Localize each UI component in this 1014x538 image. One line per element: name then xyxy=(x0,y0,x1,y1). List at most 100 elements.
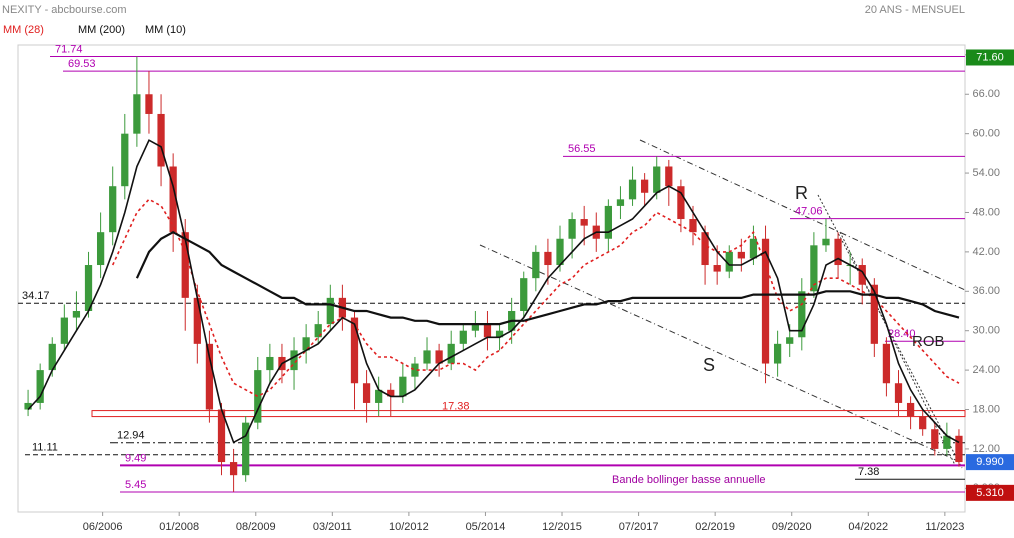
plot-frame xyxy=(17,44,966,513)
level-label: 17.38 xyxy=(442,400,470,412)
candle-body xyxy=(870,284,878,344)
price-badge xyxy=(966,454,1014,471)
candle-body xyxy=(882,343,891,384)
level-label: 47.06 xyxy=(795,206,823,218)
dotted-trend xyxy=(839,231,956,466)
dotted-trend xyxy=(817,194,963,469)
level-label: 9.49 xyxy=(125,452,146,464)
x-tick-label: 11/2023 xyxy=(925,521,964,533)
x-tick-label: 12/2015 xyxy=(542,521,582,533)
candle-body xyxy=(931,429,939,449)
x-tick-label: 08/2009 xyxy=(236,521,276,533)
candle-body xyxy=(580,219,588,226)
y-tick-label: 54.00 xyxy=(972,167,1000,179)
price-badge xyxy=(966,484,1014,501)
candle-body xyxy=(520,278,528,311)
candle-body xyxy=(387,389,395,397)
legend-entry: MM (200) xyxy=(78,24,125,36)
candle-body xyxy=(737,251,745,259)
chart-title: NEXITY - abcbourse.com xyxy=(2,4,127,16)
candle-body xyxy=(725,251,733,272)
candle-body xyxy=(773,343,782,364)
annotation: S xyxy=(703,355,715,375)
price-badge-label: 9.990 xyxy=(976,456,1004,468)
y-tick-label: 66.00 xyxy=(972,88,1000,100)
x-tick-label: 04/2022 xyxy=(848,521,888,533)
candle-body xyxy=(653,166,661,193)
candle-body xyxy=(193,297,201,344)
candle-body xyxy=(133,94,141,134)
candle-body xyxy=(157,113,165,167)
candle-body xyxy=(471,324,480,331)
y-tick-label: 24.00 xyxy=(972,364,1000,376)
candle-body xyxy=(955,435,963,463)
candle-body xyxy=(447,343,455,364)
y-tick-label: 18.00 xyxy=(972,403,1000,415)
chart-subtitle: 20 ANS - MENSUEL xyxy=(865,4,965,16)
y-tick-label: 48.00 xyxy=(972,206,1000,218)
candle-body xyxy=(314,324,322,338)
candle-body xyxy=(906,402,915,417)
candle-body xyxy=(254,370,262,423)
candle-body xyxy=(544,251,552,266)
candle-body xyxy=(362,383,371,403)
candle-body xyxy=(48,343,56,371)
candle-body xyxy=(604,205,612,239)
candle-body xyxy=(568,219,576,239)
candle-body xyxy=(822,238,830,246)
annotation: Bande bollinger basse annuelle xyxy=(612,474,766,486)
level-label: 34.17 xyxy=(22,290,50,302)
candle-body xyxy=(121,133,129,187)
candle-body xyxy=(761,238,770,364)
level-label: 5.45 xyxy=(125,479,146,491)
level-label: 12.94 xyxy=(117,430,145,442)
level-label: 71.74 xyxy=(55,43,83,55)
candle-body xyxy=(641,179,649,193)
candle-body xyxy=(894,383,903,403)
candle-body xyxy=(689,219,697,233)
resistance-line xyxy=(639,139,966,291)
candle-body xyxy=(919,416,927,430)
candle-body xyxy=(72,310,81,318)
level-label: 28.40 xyxy=(888,328,916,340)
annotation: R xyxy=(795,183,808,203)
annotation: ROB xyxy=(912,333,945,350)
y-tick-label: 60.00 xyxy=(972,128,1000,140)
candle-body xyxy=(411,363,419,377)
candle-body xyxy=(665,166,673,187)
level-label: 56.55 xyxy=(568,143,596,155)
candle-body xyxy=(749,238,758,259)
candle-body xyxy=(786,337,794,344)
candle-body xyxy=(24,402,32,410)
candle-body xyxy=(616,199,625,206)
candle-body xyxy=(628,179,637,200)
candle-body xyxy=(326,297,334,325)
x-tick-label: 05/2014 xyxy=(466,521,506,533)
candle-body xyxy=(834,238,842,266)
candle-body xyxy=(229,462,238,476)
x-tick-label: 10/2012 xyxy=(389,521,429,533)
candle-body xyxy=(169,166,177,233)
moving-average xyxy=(135,230,960,326)
candle-body xyxy=(677,186,685,220)
candle-body xyxy=(459,330,467,344)
candle-body xyxy=(302,337,310,351)
level-label: 11.11 xyxy=(32,442,58,454)
x-tick-label: 07/2017 xyxy=(619,521,659,533)
candle-body xyxy=(556,238,564,266)
legend-entry: MM (10) xyxy=(145,24,186,36)
candle-body xyxy=(266,356,274,371)
candle-body xyxy=(435,350,443,364)
y-tick-label: 42.00 xyxy=(972,246,1000,258)
moving-average xyxy=(27,139,960,444)
x-tick-label: 03/2011 xyxy=(313,521,352,533)
y-tick-label: 30.00 xyxy=(972,325,1000,337)
candle-body xyxy=(96,232,105,266)
trend-lines xyxy=(479,139,966,469)
candle-body xyxy=(60,317,68,344)
x-tick-label: 06/2006 xyxy=(83,521,123,533)
candle-body xyxy=(483,324,492,338)
candle-body xyxy=(495,330,504,338)
